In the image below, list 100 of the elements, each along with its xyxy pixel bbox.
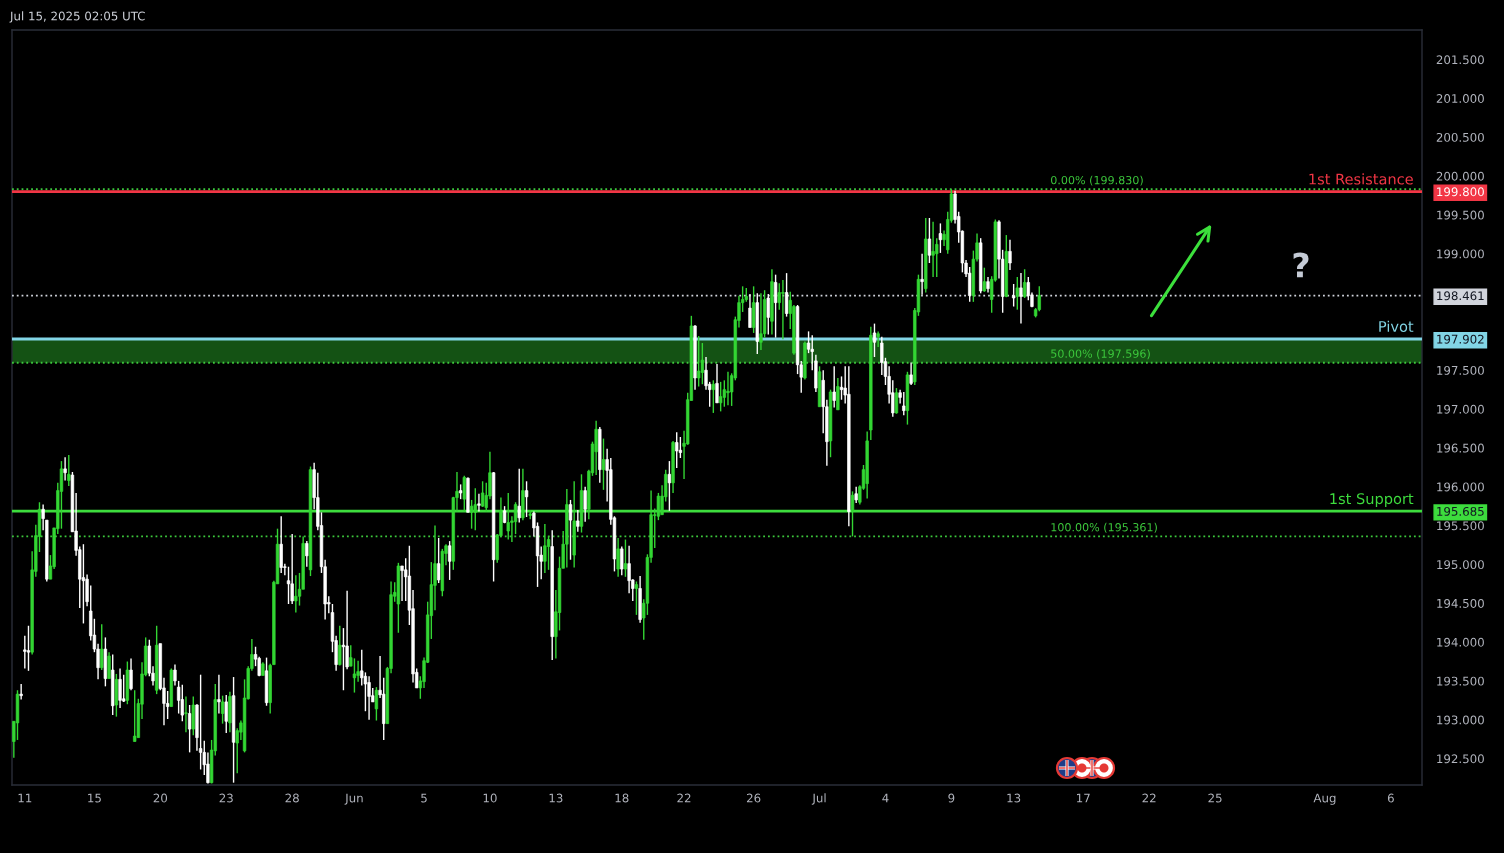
candlestick bbox=[620, 545, 624, 576]
candlestick bbox=[517, 468, 521, 524]
candlestick bbox=[697, 335, 701, 388]
candlestick bbox=[876, 330, 880, 348]
candlestick bbox=[715, 363, 719, 404]
candlestick bbox=[616, 537, 620, 578]
candlestick bbox=[594, 420, 598, 476]
candlestick bbox=[931, 221, 935, 278]
y-tick-label: 196.500 bbox=[1437, 443, 1484, 453]
candlestick bbox=[294, 574, 298, 614]
candlestick bbox=[1015, 276, 1019, 311]
candlestick bbox=[63, 456, 67, 482]
x-tick-label: 13 bbox=[549, 793, 563, 803]
candlestick bbox=[217, 674, 221, 715]
candlestick bbox=[543, 523, 547, 574]
candlestick bbox=[19, 683, 23, 701]
y-tick-label: 199.000 bbox=[1437, 249, 1484, 259]
candlestick bbox=[623, 538, 628, 578]
x-tick-label: 15 bbox=[88, 793, 101, 803]
candlestick bbox=[290, 533, 294, 605]
candlestick bbox=[839, 375, 844, 401]
candlestick bbox=[352, 657, 357, 694]
candlestick bbox=[100, 623, 104, 671]
candlestick bbox=[187, 704, 192, 754]
candlestick bbox=[711, 379, 716, 414]
x-tick-label: Jul bbox=[811, 793, 826, 805]
candlestick bbox=[927, 217, 932, 264]
candlestick bbox=[784, 272, 789, 318]
candlestick bbox=[675, 431, 679, 469]
candlestick bbox=[279, 515, 283, 574]
candlestick bbox=[836, 377, 840, 411]
candlestick bbox=[367, 675, 371, 721]
candlestick bbox=[1011, 283, 1016, 308]
candlestick bbox=[902, 391, 906, 416]
candlestick bbox=[568, 499, 573, 561]
candlestick bbox=[180, 684, 184, 723]
candlestick bbox=[220, 694, 225, 725]
candlestick bbox=[477, 493, 481, 513]
y-tick-label: 196.000 bbox=[1437, 482, 1484, 492]
candlestick bbox=[224, 694, 228, 734]
y-tick-label: 195.000 bbox=[1437, 560, 1484, 570]
candlestick bbox=[436, 537, 441, 584]
candlestick bbox=[129, 657, 133, 691]
y-tick-label: 195.685 bbox=[1437, 506, 1484, 516]
x-tick-label: 23 bbox=[219, 793, 233, 803]
candlestick bbox=[583, 486, 587, 523]
ref-line-label: 0.00% (199.830) bbox=[1051, 175, 1143, 186]
candlestick bbox=[133, 689, 137, 743]
ref-line-label: 100.00% (195.361) bbox=[1051, 522, 1157, 533]
candlestick bbox=[1019, 272, 1023, 325]
candlestick bbox=[107, 651, 111, 680]
y-tick-label: 193.500 bbox=[1437, 676, 1484, 686]
chart-title: Jul 15, 2025 02:05 UTC bbox=[9, 11, 145, 23]
candlestick bbox=[781, 279, 785, 340]
ref-line-label: 50.00% (197.596) bbox=[1051, 349, 1150, 360]
x-tick-label: 18 bbox=[615, 793, 629, 803]
candlestick bbox=[773, 273, 778, 339]
candlestick bbox=[718, 381, 723, 413]
y-tick-label: 198.461 bbox=[1437, 291, 1484, 301]
x-tick-label: 25 bbox=[1208, 793, 1222, 803]
y-tick-label: 197.000 bbox=[1437, 404, 1484, 414]
y-tick-label: 201.500 bbox=[1436, 55, 1484, 65]
x-tick-label: Aug bbox=[1313, 793, 1336, 805]
x-tick-label: 4 bbox=[882, 793, 889, 803]
x-tick-label: 13 bbox=[1007, 793, 1021, 803]
x-tick-label: 22 bbox=[1142, 793, 1156, 803]
annotation: ? bbox=[1293, 252, 1309, 278]
candlestick bbox=[184, 695, 188, 733]
y-tick-label: 199.500 bbox=[1437, 210, 1484, 220]
x-tick-label: Jun bbox=[344, 793, 363, 805]
x-tick-label: 22 bbox=[677, 793, 691, 803]
candlestick bbox=[759, 292, 763, 351]
ref-line-label: 1st Support bbox=[1330, 493, 1414, 508]
y-tick-label: 192.500 bbox=[1437, 754, 1484, 764]
candlestick bbox=[576, 509, 580, 533]
x-tick-label: 9 bbox=[948, 793, 955, 803]
y-tick-label: 194.000 bbox=[1437, 637, 1484, 647]
ref-line-label: Pivot bbox=[1379, 320, 1414, 332]
candlestick bbox=[67, 454, 71, 487]
x-tick-label: 11 bbox=[18, 793, 32, 803]
candlestick bbox=[524, 480, 529, 518]
x-tick-label: 28 bbox=[285, 793, 299, 803]
y-tick-label: 197.902 bbox=[1437, 334, 1484, 344]
candlestick bbox=[627, 545, 631, 594]
y-tick-label: 193.000 bbox=[1437, 715, 1484, 725]
x-tick-label: 6 bbox=[1387, 793, 1394, 803]
x-tick-label: 20 bbox=[153, 793, 168, 803]
x-tick-label: 26 bbox=[746, 793, 761, 803]
candlestick bbox=[338, 625, 342, 667]
candlestick bbox=[118, 667, 122, 709]
candlestick bbox=[748, 293, 752, 329]
candlestick bbox=[832, 365, 836, 409]
candlestick bbox=[480, 480, 485, 508]
x-tick-label: 5 bbox=[421, 793, 427, 803]
y-tick-label: 201.000 bbox=[1436, 94, 1484, 104]
candlestick bbox=[469, 499, 474, 530]
y-tick-label: 200.000 bbox=[1436, 171, 1484, 181]
candlestick bbox=[601, 437, 606, 491]
ref-line-label: 1st Resistance bbox=[1309, 173, 1413, 185]
y-tick-label: 199.800 bbox=[1437, 187, 1484, 197]
